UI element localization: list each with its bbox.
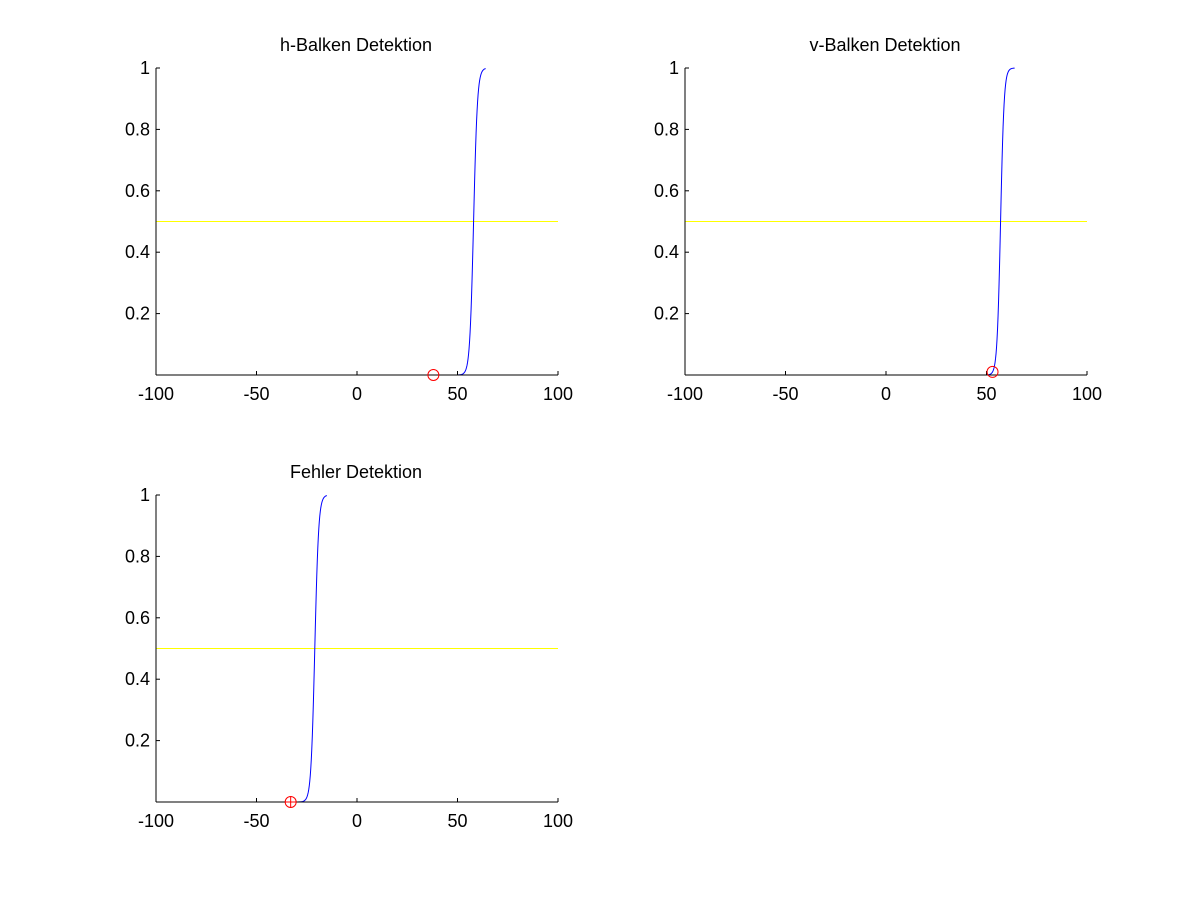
y-tick-label: 1 [140, 58, 150, 78]
marker-circle [986, 365, 999, 378]
y-tick-label: 1 [140, 485, 150, 505]
x-tick-label: 0 [352, 811, 362, 831]
x-tick-label: 50 [447, 811, 467, 831]
x-tick-label: -100 [138, 811, 174, 831]
y-tick-label: 0.2 [125, 731, 150, 751]
y-tick-label: 0.6 [125, 181, 150, 201]
y-tick-label: 0.2 [654, 304, 679, 324]
x-tick-label: -100 [667, 384, 703, 404]
y-tick-label: 0.8 [654, 119, 679, 139]
y-tick-label: 0.2 [125, 304, 150, 324]
x-tick-label: -50 [243, 384, 269, 404]
x-tick-label: 0 [352, 384, 362, 404]
x-tick-label: -50 [243, 811, 269, 831]
plot-area: -100 -50 0 50 100 0.2 0.4 0.6 0.8 1 [125, 58, 573, 404]
marker-circle [427, 369, 440, 381]
subplot-title: h-Balken Detektion [280, 35, 432, 55]
y-tick-label: 0.4 [654, 242, 679, 262]
x-tick-label: -100 [138, 384, 174, 404]
plot-area: -100 -50 0 50 100 0.2 0.4 0.6 0.8 1 [125, 485, 573, 831]
y-tick-label: 0.8 [125, 546, 150, 566]
subplot-h-balken: h-Balken Detektion -100 -50 0 50 100 0.2 0.4 0.… [125, 35, 573, 404]
y-tick-label: 0.4 [125, 669, 150, 689]
x-tick-label: -50 [772, 384, 798, 404]
x-tick-label: 0 [881, 384, 891, 404]
subplot-fehler: Fehler Detektion -100 -50 0 50 100 0.2 0.4 0.6 0… [125, 462, 573, 831]
plot-area: -100 -50 0 50 100 0.2 0.4 0.6 0.8 1 [654, 58, 1102, 404]
y-tick-label: 0.6 [654, 181, 679, 201]
y-tick-label: 0.4 [125, 242, 150, 262]
x-tick-label: 50 [976, 384, 996, 404]
subplot-title: Fehler Detektion [290, 462, 422, 482]
subplot-title: v-Balken Detektion [809, 35, 960, 55]
y-tick-label: 0.8 [125, 119, 150, 139]
x-tick-label: 50 [447, 384, 467, 404]
y-tick-label: 1 [669, 58, 679, 78]
x-tick-label: 100 [1072, 384, 1102, 404]
x-tick-label: 100 [543, 384, 573, 404]
x-tick-label: 100 [543, 811, 573, 831]
y-tick-label: 0.6 [125, 608, 150, 628]
subplot-v-balken: v-Balken Detektion -100 -50 0 50 100 0.2 0.4 0.… [654, 35, 1102, 404]
